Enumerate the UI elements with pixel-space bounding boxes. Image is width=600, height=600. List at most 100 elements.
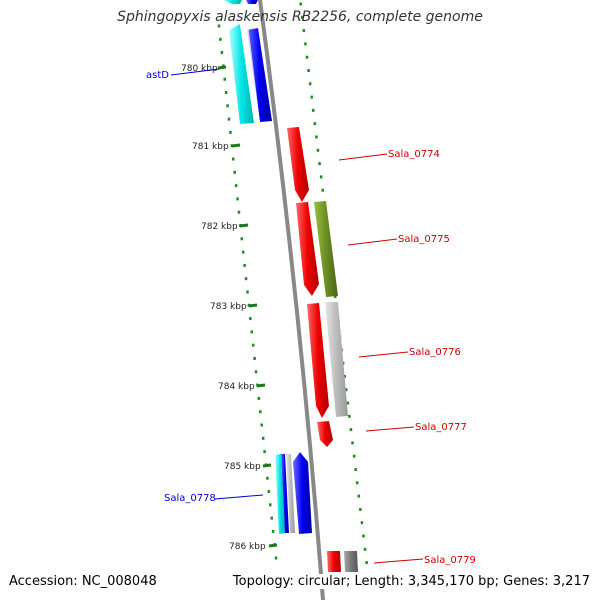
gene-label-sala-0776[interactable]: Sala_0776 <box>409 347 461 358</box>
leader-sala-0778 <box>214 494 264 500</box>
ring-dot <box>363 547 367 551</box>
tick-label-783: 783 kbp <box>210 302 247 312</box>
ring-dot <box>343 374 346 378</box>
gene-sala-0778-blue2[interactable] <box>293 452 312 534</box>
ring-dot <box>360 521 364 525</box>
gene-sala-0779-red[interactable] <box>327 551 341 572</box>
tick-label-781: 781 kbp <box>192 142 229 152</box>
page-title: Sphingopyxis alaskensis RB2256, complete… <box>117 9 483 25</box>
gene-sala-0775-olive[interactable] <box>314 201 338 297</box>
gene-label-sala-0778[interactable]: Sala_0778 <box>164 493 216 504</box>
ring-dot <box>321 188 324 192</box>
ring-dot <box>307 69 310 72</box>
ring-dot <box>333 295 337 299</box>
ring-dot <box>362 534 365 538</box>
gene-astD-cyan[interactable] <box>229 24 254 124</box>
ring-dot <box>357 494 361 498</box>
ring-dot <box>240 237 244 241</box>
genome-summary-text: Topology: circular; Length: 3,345,170 bp… <box>232 574 590 589</box>
ring-dot <box>217 24 221 28</box>
ring-dot <box>274 556 278 560</box>
ring-dot <box>315 135 318 139</box>
ring-dot <box>263 450 266 454</box>
gene-sala-0778-cyan[interactable] <box>275 454 285 534</box>
ring-dot <box>351 441 354 445</box>
ring-dot <box>270 516 273 520</box>
gene-sala-0776-red[interactable] <box>307 303 329 418</box>
ring-dot <box>344 388 348 392</box>
leader-sala-0777 <box>365 426 415 432</box>
ring-dot <box>219 37 222 41</box>
accession-text: Accession: NC_008048 <box>9 574 157 589</box>
tick-781: 781 kbp <box>192 142 241 152</box>
ring-dot <box>316 148 320 152</box>
ring-dot <box>349 428 353 432</box>
ring-dot <box>223 77 226 81</box>
gene-label-sala-0775[interactable]: Sala_0775 <box>398 234 450 245</box>
ring-dot <box>253 357 256 360</box>
ring-dot <box>365 561 368 565</box>
ring-dot <box>310 95 313 99</box>
gene-label-sala-0777[interactable]: Sala_0777 <box>415 422 467 433</box>
ring-dot <box>348 414 351 418</box>
ring-dot <box>236 197 239 201</box>
gene-sala-0775-red[interactable] <box>296 202 319 296</box>
ring-dot <box>305 55 309 59</box>
ring-dot <box>232 157 235 161</box>
ring-dot <box>318 162 321 166</box>
genome-summary-value: Topology: circular; Length: 3,345,170 bp… <box>232 574 590 589</box>
leader-sala-0775 <box>347 238 398 246</box>
ring-dot <box>261 436 265 440</box>
ring-dot <box>269 503 272 507</box>
ring-dot <box>304 42 307 46</box>
tick-783: 783 kbp <box>210 302 258 312</box>
ring-dot <box>234 184 238 188</box>
gene-sala-0778-blue1[interactable] <box>281 454 289 533</box>
ring-dot <box>313 122 317 126</box>
ring-dot <box>301 15 304 19</box>
gene-astD-blue-arrow[interactable] <box>246 0 258 4</box>
genome-backbone <box>258 0 325 600</box>
tick-label-782: 782 kbp <box>201 222 238 232</box>
ring-dot <box>260 423 263 427</box>
ring-dot <box>257 396 261 400</box>
gene-label-astD[interactable]: astD <box>146 70 169 81</box>
tick-786: 786 kbp <box>229 542 278 552</box>
ring-dot <box>227 117 231 121</box>
gene-astD-blue[interactable] <box>247 28 272 122</box>
gene-sala-0777[interactable] <box>317 421 333 447</box>
ring-dot <box>312 108 315 112</box>
tick-784: 784 kbp <box>218 382 266 392</box>
gene-astD-cyan-arrow[interactable] <box>223 0 242 4</box>
gene-label-sala-0774[interactable]: Sala_0774 <box>388 149 440 160</box>
ring-dot <box>302 29 306 33</box>
leader-sala-0774 <box>338 153 388 161</box>
ring-dot <box>251 343 255 347</box>
gene-sala-0774[interactable] <box>287 127 309 202</box>
ring-dot <box>243 263 246 267</box>
tick-780: 780 kbp <box>181 64 227 74</box>
ring-dot <box>249 317 252 321</box>
ring-dot <box>319 175 323 179</box>
ring-dot <box>220 51 224 55</box>
ring-dot <box>299 2 302 6</box>
gene-sala-0776-gray[interactable] <box>325 302 348 417</box>
tick-label-786: 786 kbp <box>229 542 266 552</box>
gene-sala-0778-gray[interactable] <box>286 454 295 533</box>
ring-dot <box>354 468 357 471</box>
ring-dot <box>359 507 362 511</box>
gene-label-sala-0779[interactable]: Sala_0779 <box>424 555 476 566</box>
tick-782: 782 kbp <box>201 222 249 232</box>
ring-dot <box>266 476 269 480</box>
ring-dot <box>229 130 232 134</box>
ring-dot <box>271 529 275 533</box>
ring-dot <box>250 330 254 334</box>
tick-label-780: 780 kbp <box>181 64 218 74</box>
ring-dot <box>241 250 245 254</box>
leader-sala-0779 <box>373 558 424 564</box>
tick-label-784: 784 kbp <box>218 382 255 392</box>
gene-sala-0779-dark[interactable] <box>344 551 358 572</box>
leader-astD <box>170 68 220 76</box>
ring-dot <box>224 91 228 94</box>
